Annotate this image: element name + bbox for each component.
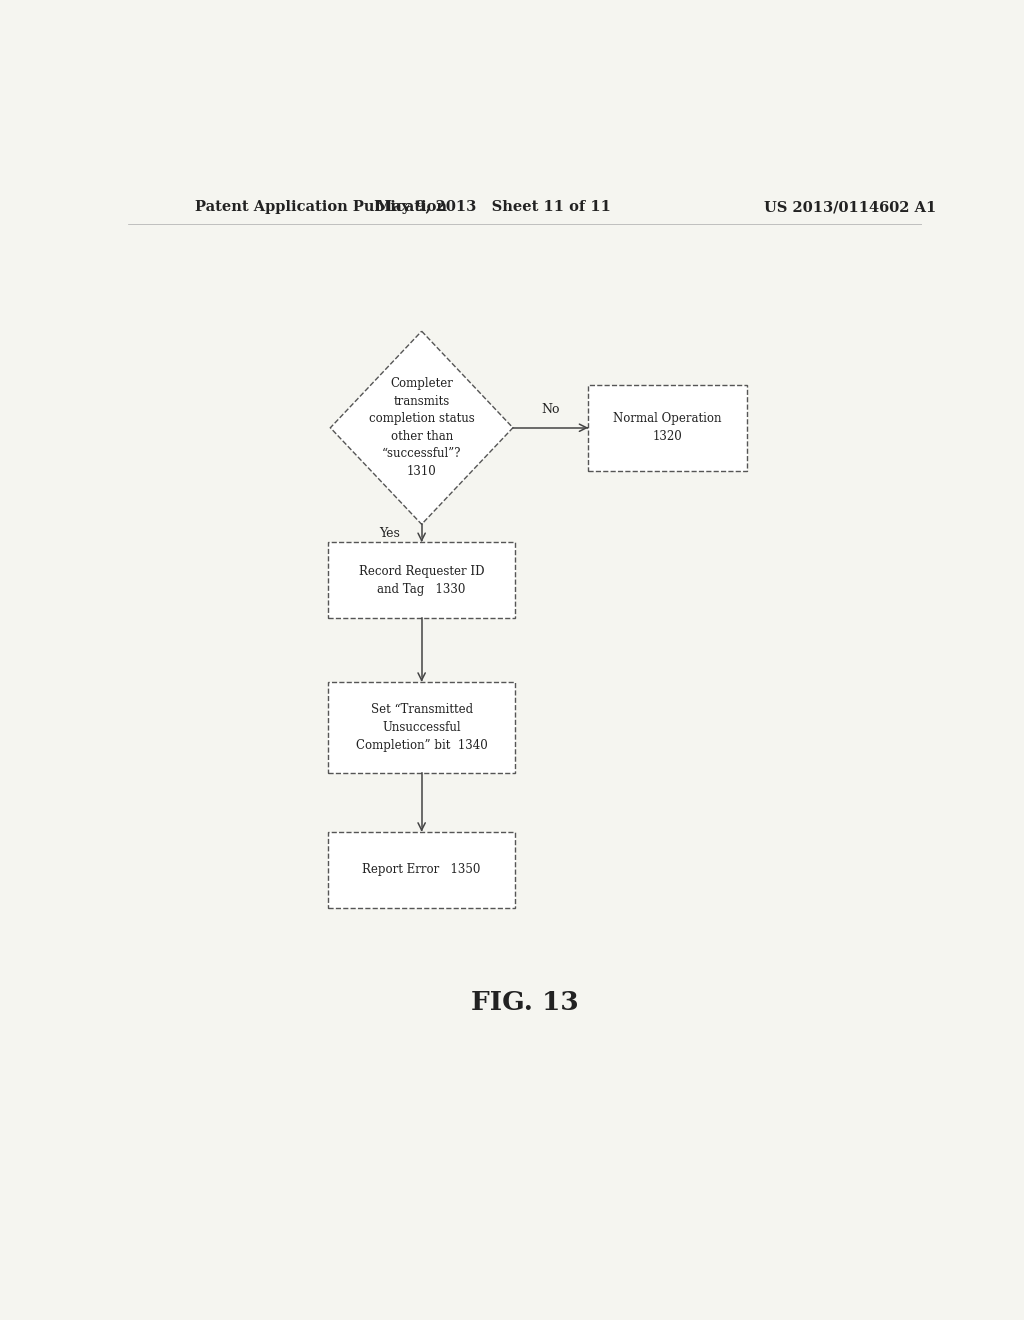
FancyBboxPatch shape <box>329 832 515 908</box>
Polygon shape <box>331 331 513 524</box>
FancyBboxPatch shape <box>329 682 515 774</box>
Text: Normal Operation
1320: Normal Operation 1320 <box>613 412 722 444</box>
Text: Yes: Yes <box>380 527 400 540</box>
Text: May 9, 2013   Sheet 11 of 11: May 9, 2013 Sheet 11 of 11 <box>376 201 610 214</box>
Text: Set “Transmitted
Unsuccessful
Completion” bit  1340: Set “Transmitted Unsuccessful Completion… <box>355 704 487 752</box>
Text: US 2013/0114602 A1: US 2013/0114602 A1 <box>764 201 936 214</box>
Text: No: No <box>542 403 560 416</box>
Text: Report Error   1350: Report Error 1350 <box>362 863 481 876</box>
Text: Completer
transmits
completion status
other than
“successful”?
1310: Completer transmits completion status ot… <box>369 378 474 478</box>
FancyBboxPatch shape <box>588 384 748 471</box>
Text: Patent Application Publication: Patent Application Publication <box>196 201 447 214</box>
Text: FIG. 13: FIG. 13 <box>471 990 579 1015</box>
Text: Record Requester ID
and Tag   1330: Record Requester ID and Tag 1330 <box>358 565 484 595</box>
FancyBboxPatch shape <box>329 543 515 618</box>
